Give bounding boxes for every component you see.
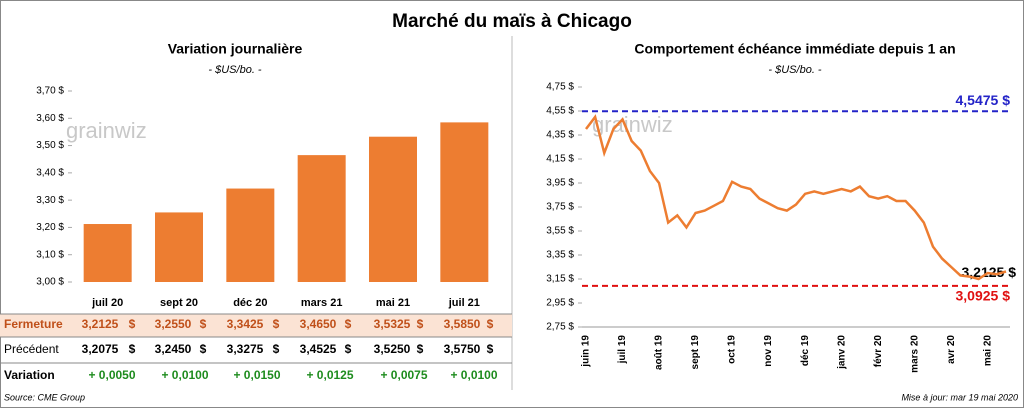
cell: + 0,0100 — [450, 368, 497, 382]
x-tick-label: juil 19 — [617, 335, 628, 365]
cell: 3,2450 — [155, 342, 192, 356]
cell-unit: $ — [129, 342, 136, 356]
cell: + 0,0050 — [88, 368, 135, 382]
x-tick-label: mai 20 — [982, 335, 993, 367]
x-tick-label: juil 20 — [91, 297, 123, 309]
cell: 3,5250 — [374, 342, 411, 356]
x-tick-label: avr 20 — [946, 335, 957, 364]
y-tick-label: 4,55 $ — [546, 106, 574, 117]
x-tick-label: févr 20 — [873, 335, 884, 368]
bar — [369, 136, 417, 282]
cell: 3,5750 — [444, 342, 481, 356]
bar — [155, 212, 203, 282]
y-tick-label: 3,50 $ — [36, 140, 64, 151]
cell-unit: $ — [273, 342, 280, 356]
cell-unit: $ — [345, 317, 352, 331]
y-tick-label: 3,20 $ — [36, 222, 64, 233]
y-tick-label: 4,75 $ — [546, 82, 574, 93]
cell-unit: $ — [487, 342, 494, 356]
y-tick-label: 3,40 $ — [36, 167, 64, 178]
x-tick-label: juin 19 — [581, 335, 592, 368]
chart-title: Variation journalière — [168, 41, 303, 57]
line — [585, 114, 1007, 281]
x-tick-label: sept 19 — [690, 335, 701, 370]
row-label: Variation — [4, 368, 55, 382]
cell: 3,2075 — [82, 342, 119, 356]
y-tick-label: 3,15 $ — [546, 274, 574, 285]
cell: + 0,0075 — [380, 368, 427, 382]
x-tick-label: déc 20 — [233, 297, 267, 309]
updated: Mise à jour: mar 19 mai 2020 — [901, 392, 1018, 402]
cell-unit: $ — [200, 317, 207, 331]
y-tick-label: 3,10 $ — [36, 249, 64, 260]
y-tick-label: 3,95 $ — [546, 178, 574, 189]
x-tick-label: mars 21 — [301, 297, 343, 309]
cell-unit: $ — [200, 342, 207, 356]
cell: + 0,0125 — [306, 368, 353, 382]
y-tick-label: 2,75 $ — [546, 322, 574, 333]
bar — [297, 155, 346, 282]
cell-unit: $ — [487, 317, 494, 331]
cell: 3,4650 — [300, 317, 337, 331]
x-tick-label: mai 21 — [376, 297, 410, 309]
bar — [83, 224, 132, 282]
cell: 3,4525 — [300, 342, 337, 356]
cell-unit: $ — [273, 317, 280, 331]
y-tick-label: 4,15 $ — [546, 154, 574, 165]
chart-title: Comportement échéance immédiate depuis 1… — [634, 41, 955, 57]
source: Source: CME Group — [4, 392, 85, 402]
cell-unit: $ — [345, 342, 352, 356]
watermark: grainwiz — [592, 112, 673, 137]
reference-label: 3,0925 $ — [956, 288, 1011, 304]
y-tick-label: 4,35 $ — [546, 130, 574, 141]
row-label: Précédent — [4, 342, 59, 356]
cell: 3,5325 — [374, 317, 411, 331]
x-tick-label: juil 21 — [448, 297, 480, 309]
y-tick-label: 3,70 $ — [36, 86, 64, 97]
cell: + 0,0150 — [233, 368, 280, 382]
x-tick-label: oct 19 — [727, 335, 738, 364]
x-tick-label: août 19 — [654, 335, 665, 370]
cell: 3,2125 — [82, 317, 119, 331]
y-tick-label: 3,00 $ — [36, 277, 64, 288]
x-tick-label: mars 20 — [909, 335, 920, 373]
row-highlight — [0, 314, 512, 337]
watermark: grainwiz — [66, 118, 147, 143]
cell-unit: $ — [417, 342, 424, 356]
x-tick-label: déc 19 — [800, 335, 811, 367]
cell: + 0,0100 — [161, 368, 208, 382]
bar — [226, 188, 275, 282]
y-tick-label: 3,55 $ — [546, 226, 574, 237]
y-tick-label: 3,75 $ — [546, 202, 574, 213]
y-tick-label: 2,95 $ — [546, 298, 574, 309]
y-tick-label: 3,35 $ — [546, 250, 574, 261]
bar — [440, 122, 489, 282]
cell-unit: $ — [417, 317, 424, 331]
y-tick-label: 3,60 $ — [36, 113, 64, 124]
x-tick-label: janv 20 — [836, 335, 847, 370]
cell: 3,5850 — [444, 317, 481, 331]
reference-label: 4,5475 $ — [956, 92, 1011, 108]
x-tick-label: sept 20 — [160, 297, 198, 309]
cell: 3,3275 — [227, 342, 264, 356]
cell-unit: $ — [129, 317, 136, 331]
page-title: Marché du maïs à Chicago — [392, 11, 632, 32]
cell: 3,3425 — [227, 317, 264, 331]
row-label: Fermeture — [4, 317, 63, 331]
y-tick-label: 3,30 $ — [36, 195, 64, 206]
cell: 3,2550 — [155, 317, 192, 331]
chart-subtitle: - $US/bo. - — [768, 64, 822, 76]
chart-subtitle: - $US/bo. - — [208, 64, 262, 76]
x-tick-label: nov 19 — [763, 335, 774, 367]
